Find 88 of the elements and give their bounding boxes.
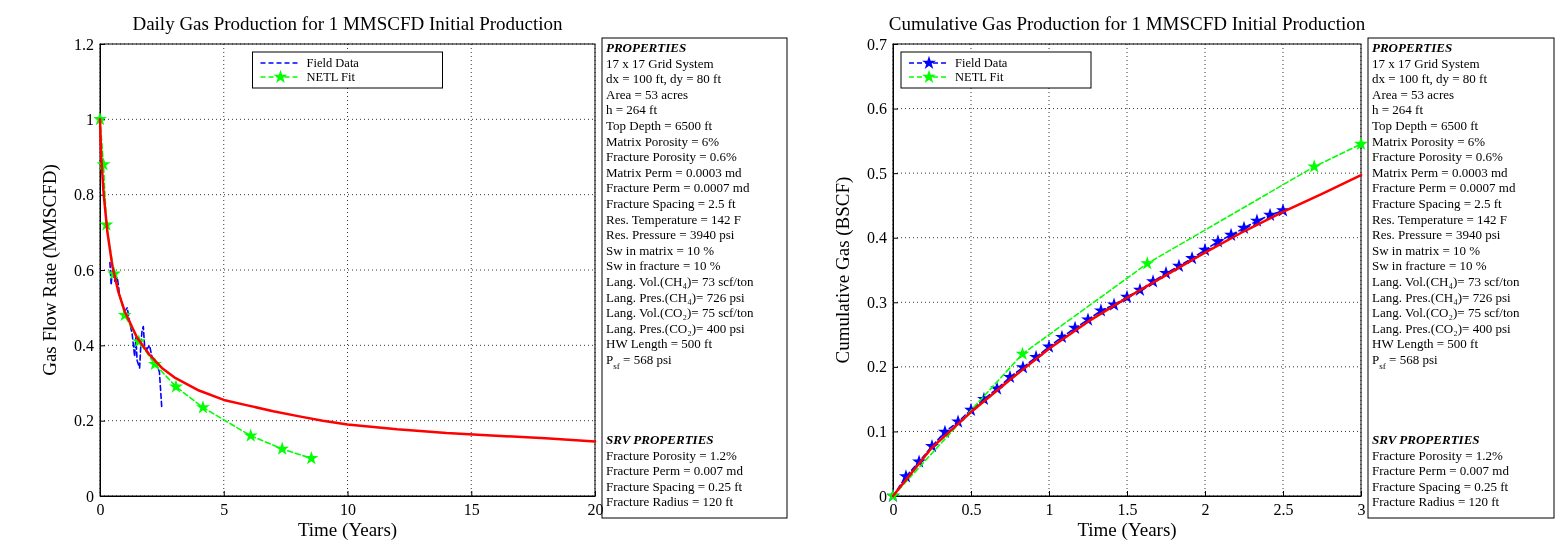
y-tick-label: 0 [879,487,887,505]
legend-label: Field Data [306,56,360,70]
text: Fracture Porosity = 1.2% [606,447,737,463]
x-tick-label: 1.5 [1117,501,1138,519]
text: Area = 53 acres [1372,86,1455,102]
text: Sw in matrix = 10 % [606,242,715,258]
x-tick-label: 20 [587,501,604,519]
text: Lang. Vol.(CO₂)= 75 scf/ton [606,305,755,321]
text: 17 x 17 Grid System [1372,55,1480,71]
text: Lang. Vol.(CO₂)= 75 scf/ton [1372,305,1521,321]
text: SRV PROPERTIES [606,432,714,447]
text: Fracture Porosity = 1.2% [1372,447,1503,463]
legend-label: NETL Fit [955,70,1005,84]
text: h = 264 ft [606,102,658,118]
y-tick-label: 0.1 [867,423,887,441]
text: Matrix Porosity = 6% [606,133,720,149]
x-tick-label: 2 [1201,501,1210,519]
text: P$_{sf}$ = 568 psi [606,352,672,371]
y-tick-label: 0.5 [867,164,887,182]
x-tick-label: 2.5 [1273,501,1294,519]
y-tick-label: 0.4 [74,336,94,354]
text: Fracture Perm = 0.0007 md [606,180,750,196]
y-tick-label: 0.2 [74,412,94,430]
legend-label: NETL Fit [306,70,356,84]
text: Fracture Spacing = 0.25 ft [606,478,743,494]
text: dx = 100 ft, dy = 80 ft [1372,71,1488,87]
chart-title: Cumulative Gas Production for 1 MMSCFD Initial Production [888,13,1366,34]
text: Res. Temperature = 142 F [606,211,742,227]
text: Fracture Radius = 120 ft [606,494,734,510]
text: Sw in matrix = 10 % [1372,242,1481,258]
text: SRV PROPERTIES [1372,432,1480,447]
text: Sw in fracture = 10 % [1372,258,1487,274]
text: dx = 100 ft, dy = 80 ft [606,71,722,87]
legend-label: Field Data [955,56,1008,70]
text: Fracture Radius = 120 ft [1372,494,1500,510]
text: Res. Temperature = 142 F [1372,211,1508,227]
text: PROPERTIES [1372,40,1453,55]
text: Top Depth = 6500 ft [1372,118,1479,133]
x-tick-label: 10 [340,501,356,519]
y-axis-title: Cumulative Gas (BSCF) [832,176,854,364]
text: PROPERTIES [606,40,687,55]
text: HW Length = 500 ft [1372,336,1479,352]
y-tick-label: 1.2 [74,35,94,53]
text: Fracture Spacing = 2.5 ft [1372,196,1503,211]
text: Fracture Spacing = 0.25 ft [1372,478,1509,494]
x-tick-label: 0 [889,501,898,519]
y-tick-label: 0.3 [867,293,887,311]
text: Res. Pressure = 3940 psi [606,227,735,243]
text: Matrix Perm = 0.0003 md [1372,164,1509,180]
text: Matrix Porosity = 6% [1372,133,1486,149]
x-tick-label: 15 [463,501,480,519]
x-axis-title: Time (Years) [1077,519,1177,541]
text: Fracture Porosity = 0.6% [606,149,737,165]
text: Sw in fracture = 10 % [606,258,721,274]
text: HW Length = 500 ft [606,336,713,352]
text: Lang. Pres.(CH₄)= 726 psi [1372,289,1511,305]
text: P$_{sf}$ = 568 psi [1372,352,1438,371]
text: Area = 53 acres [606,86,689,102]
text: Fracture Spacing = 2.5 ft [606,196,737,211]
text: Fracture Porosity = 0.6% [1372,149,1503,165]
text: Res. Pressure = 3940 psi [1372,227,1501,243]
y-tick-label: 0.8 [74,186,94,204]
text: Lang. Vol.(CH₄)= 73 scf/ton [606,274,755,289]
x-tick-label: 0.5 [961,501,982,519]
y-tick-label: 0.6 [74,261,94,279]
text: Matrix Perm = 0.0003 md [606,164,743,180]
text: Lang. Pres.(CH₄)= 726 psi [606,289,745,305]
text: h = 264 ft [1372,102,1424,118]
y-tick-label: 0.6 [867,100,887,118]
x-tick-label: 1 [1045,501,1054,519]
x-tick-label: 3 [1357,501,1366,519]
text: Fracture Perm = 0.007 md [1372,463,1510,479]
text: Fracture Perm = 0.007 md [606,463,744,479]
x-axis-title: Time (Years) [297,519,398,541]
text: Top Depth = 6500 ft [606,118,713,133]
chart-title: Daily Gas Production for 1 MMSCFD Initial Production [132,13,564,34]
y-tick-label: 0 [86,487,94,505]
text: 17 x 17 Grid System [606,55,714,71]
y-tick-label: 1 [86,110,94,128]
y-axis-title: Gas Flow Rate (MMSCFD) [39,164,61,376]
text: Lang. Pres.(CO₂)= 400 psi [606,320,745,336]
x-tick-label: 5 [220,501,229,519]
y-tick-label: 0.4 [867,229,887,247]
text: Lang. Vol.(CH₄)= 73 scf/ton [1372,274,1521,289]
text: Fracture Perm = 0.0007 md [1372,180,1516,196]
text: Lang. Pres.(CO₂)= 400 psi [1372,320,1511,336]
y-tick-label: 0.2 [867,358,887,376]
y-tick-label: 0.7 [867,35,887,53]
